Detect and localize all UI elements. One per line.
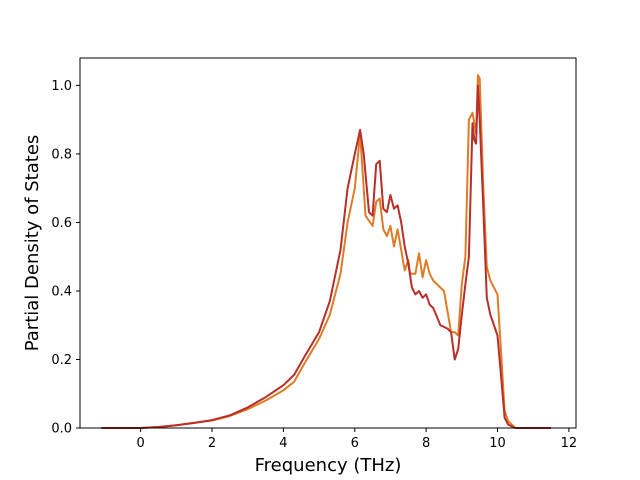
y-axis: 0.0 0.2 0.4 0.6 0.8 1.0 <box>51 79 80 437</box>
y-tick-label: 1.0 <box>51 79 72 94</box>
x-tick-label: 6 <box>351 436 359 451</box>
plot-frame <box>79 57 577 429</box>
y-tick-label: 0.6 <box>51 216 72 231</box>
y-axis-title: Partial Density of States <box>22 135 43 352</box>
x-tick-label: 2 <box>208 436 216 451</box>
series-line-2 <box>101 84 551 429</box>
plot-area <box>80 58 576 428</box>
series-layer <box>101 74 551 429</box>
y-tick-label: 0.2 <box>51 353 72 368</box>
x-tick-label: 12 <box>561 436 578 451</box>
x-axis: 0 2 4 6 8 10 12 <box>137 428 578 451</box>
x-tick-label: 10 <box>489 436 506 451</box>
y-tick-label: 0.0 <box>51 422 72 437</box>
y-tick-label: 0.4 <box>51 284 72 299</box>
x-tick-label: 0 <box>137 436 145 451</box>
x-axis-title: Frequency (THz) <box>255 455 402 476</box>
y-tick-label: 0.8 <box>51 147 72 162</box>
x-tick-label: 4 <box>279 436 287 451</box>
x-tick-label: 8 <box>422 436 430 451</box>
